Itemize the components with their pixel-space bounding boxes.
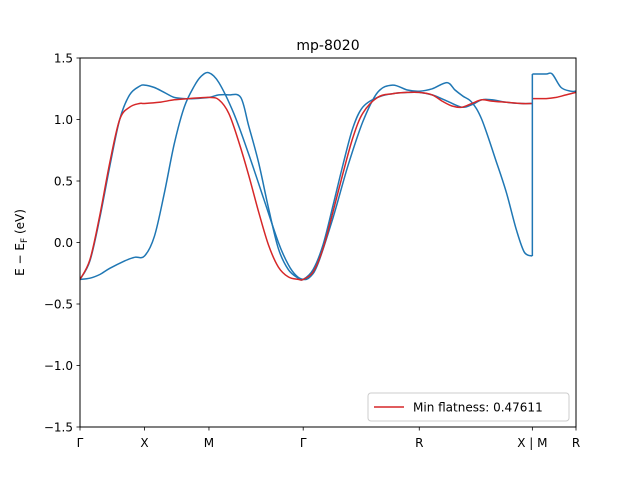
band-line-2 xyxy=(80,84,533,281)
plot-frame xyxy=(79,57,577,428)
x-tick-label: R xyxy=(572,436,580,450)
x-tick-label: X | M xyxy=(517,436,547,450)
y-tick-label: 1.5 xyxy=(54,52,73,66)
series-layer xyxy=(80,71,576,281)
y-tick-label: −0.5 xyxy=(44,298,73,312)
y-tick-label: 1.0 xyxy=(54,113,73,127)
y-tick-label: −1.5 xyxy=(44,421,73,435)
x-tick-label: Γ xyxy=(300,436,307,450)
band-line-5 xyxy=(532,91,576,100)
x-tick-label: X xyxy=(140,436,148,450)
y-axis-label: E − EF (eV) xyxy=(13,209,30,276)
tick-layer: −1.5 −1.0 −0.5 0.0 0.5 1.0 1.5 Γ X M Γ R X | M R xyxy=(44,52,580,451)
legend-box xyxy=(367,392,570,422)
x-tick-label: R xyxy=(415,436,423,450)
y-tick-label: 0.5 xyxy=(54,175,73,189)
legend-label: Min flatness: 0.47611 xyxy=(413,401,543,415)
band-line-3 xyxy=(532,72,576,93)
y-tick-label: −1.0 xyxy=(44,359,73,373)
chart-title: mp-8020 xyxy=(296,38,359,54)
y-tick-label: 0.0 xyxy=(54,236,73,250)
x-tick-label: M xyxy=(204,436,214,450)
legend: Min flatness: 0.47611 xyxy=(367,392,570,422)
band-line-4 xyxy=(80,91,533,281)
x-tick-label: Γ xyxy=(77,436,84,450)
